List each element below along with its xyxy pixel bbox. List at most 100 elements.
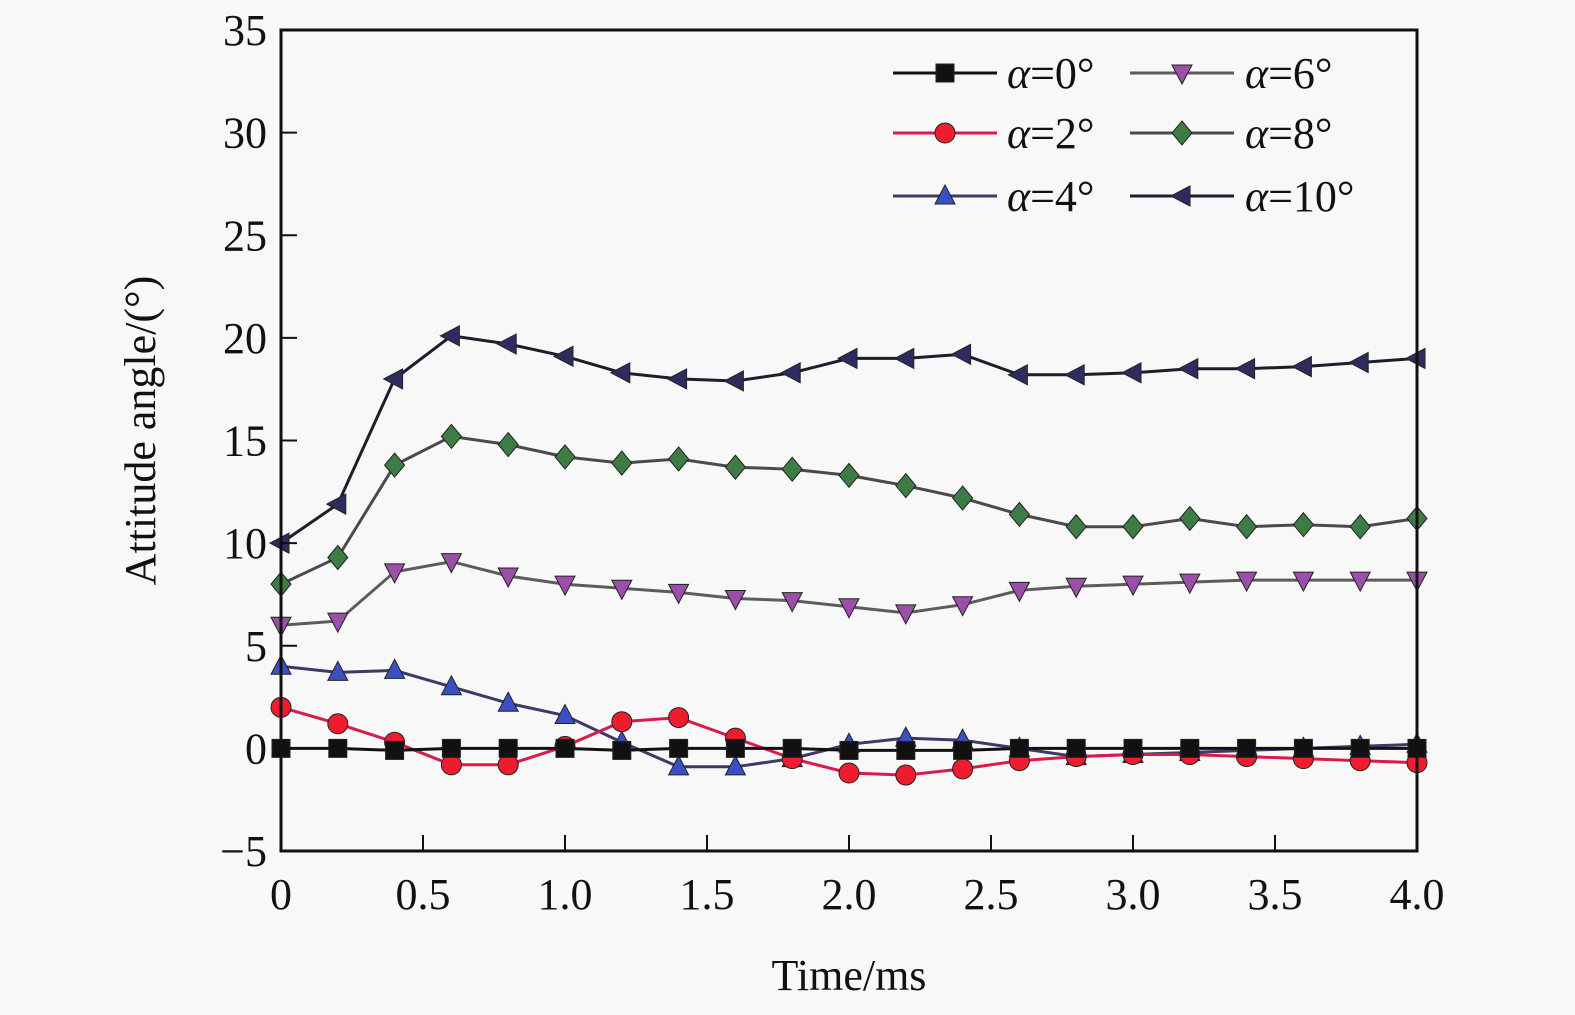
data-point xyxy=(497,691,520,712)
x-axis-title: Time/ms xyxy=(772,951,927,1000)
data-point xyxy=(327,713,349,735)
data-point xyxy=(836,347,858,370)
data-point xyxy=(382,368,404,390)
series-alpha-8 xyxy=(270,423,1428,597)
data-point xyxy=(1178,573,1201,595)
data-point xyxy=(725,738,745,758)
y-tick-label: 35 xyxy=(223,6,267,55)
legend-item: α=2° xyxy=(893,109,1095,158)
data-point xyxy=(950,343,972,366)
data-point xyxy=(838,762,860,784)
series-alpha-0 xyxy=(271,738,1427,760)
legend-marker-icon xyxy=(934,183,956,205)
y-tick-label: 10 xyxy=(223,519,267,568)
data-point xyxy=(780,361,801,384)
x-tick-label: 2.0 xyxy=(822,870,877,919)
data-point xyxy=(1237,738,1257,758)
data-point xyxy=(1180,738,1200,758)
x-tick-label: 0.5 xyxy=(396,870,451,919)
data-point xyxy=(1009,738,1029,758)
x-tick-label: 0 xyxy=(270,870,292,919)
data-point xyxy=(667,446,690,472)
legend-label: α=10° xyxy=(1245,172,1355,221)
data-point xyxy=(440,674,463,696)
data-point xyxy=(328,738,348,758)
data-point xyxy=(953,740,973,760)
x-tick-label: 3.0 xyxy=(1106,870,1161,919)
data-point xyxy=(724,454,747,480)
data-point xyxy=(782,738,802,758)
data-point xyxy=(555,738,575,758)
x-tick-label: 1.5 xyxy=(680,870,735,919)
data-point xyxy=(1123,738,1143,758)
data-point xyxy=(1177,357,1199,380)
data-point xyxy=(1293,738,1313,758)
data-point xyxy=(666,368,688,390)
data-point xyxy=(667,754,690,776)
y-tick-label: −5 xyxy=(220,827,267,876)
data-point xyxy=(893,347,915,370)
data-point xyxy=(667,583,690,605)
legend-label: α=8° xyxy=(1245,109,1333,158)
data-point xyxy=(610,579,633,601)
y-tick-label: 5 xyxy=(245,622,267,671)
data-point xyxy=(441,738,461,758)
data-point xyxy=(611,450,633,476)
data-point xyxy=(723,370,744,392)
data-point xyxy=(895,472,917,499)
legend-label: α=0° xyxy=(1007,49,1095,98)
data-point xyxy=(440,423,463,450)
data-point xyxy=(497,431,519,458)
data-point xyxy=(1234,357,1256,380)
legend-item: α=6° xyxy=(1130,49,1333,98)
data-point xyxy=(895,764,917,786)
data-point xyxy=(1064,363,1085,386)
data-point xyxy=(609,361,631,384)
data-point xyxy=(326,660,349,681)
y-tick-label: 25 xyxy=(223,211,267,260)
series-alpha-10 xyxy=(268,324,1426,554)
data-point xyxy=(781,592,804,613)
data-point xyxy=(838,598,860,619)
series-alpha-6 xyxy=(270,553,1428,638)
x-tick-label: 4.0 xyxy=(1390,870,1445,919)
data-point xyxy=(951,485,974,511)
data-point xyxy=(327,544,349,571)
y-tick-label: 15 xyxy=(223,417,267,466)
data-point xyxy=(839,740,859,760)
legend-label: α=6° xyxy=(1245,49,1333,98)
data-point xyxy=(1235,571,1258,593)
y-tick-label: 0 xyxy=(245,724,267,773)
legend-marker-icon xyxy=(935,63,955,83)
legend-item: α=0° xyxy=(893,49,1095,98)
y-tick-label: 30 xyxy=(223,109,267,158)
data-point xyxy=(440,553,463,574)
data-point xyxy=(383,563,406,584)
data-point xyxy=(1008,581,1031,603)
data-point xyxy=(611,711,633,733)
data-point xyxy=(498,738,518,758)
y-tick-label: 20 xyxy=(223,314,267,363)
data-point xyxy=(896,740,916,760)
data-point xyxy=(383,452,406,478)
data-point xyxy=(1122,575,1144,597)
legend-item: α=4° xyxy=(893,172,1095,221)
data-point xyxy=(1291,355,1312,378)
data-point xyxy=(1066,738,1086,758)
x-tick-label: 3.5 xyxy=(1248,870,1303,919)
data-point xyxy=(383,658,406,679)
data-point xyxy=(439,324,460,347)
legend-marker-icon xyxy=(934,122,956,144)
data-point xyxy=(1350,738,1370,758)
data-point xyxy=(724,590,747,611)
data-point xyxy=(326,612,349,634)
data-point xyxy=(497,567,520,589)
data-point xyxy=(1065,577,1088,599)
legend: α=0° α=2° α=4° α=6° α=8° α=10° xyxy=(893,49,1355,221)
legend-item: α=8° xyxy=(1130,109,1333,158)
data-point xyxy=(552,345,574,368)
data-point xyxy=(1348,351,1369,374)
legend-label: α=4° xyxy=(1007,172,1095,221)
